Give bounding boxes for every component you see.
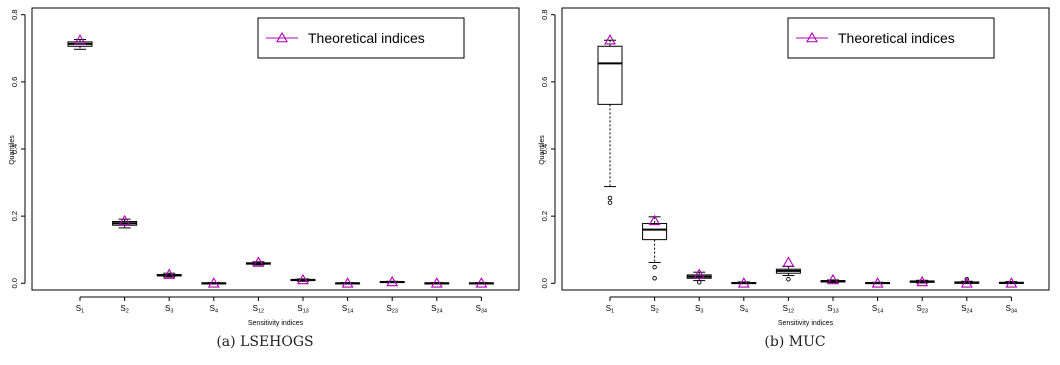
legend-label: Theoretical indices <box>308 30 425 46</box>
theoretical-marker <box>782 256 795 267</box>
box-S14 <box>865 281 891 285</box>
plot-frame <box>31 7 520 291</box>
theoretical-marker <box>163 268 176 279</box>
theoretical-marker <box>207 277 220 288</box>
box-S13 <box>820 279 846 284</box>
box-S4 <box>731 281 757 285</box>
box-S34 <box>468 282 494 285</box>
boxplot-chart-lsehogs: 0.0 0.2 0.4 0.6 0.8 Quantiles S1 S2 S3 S4 S12 S13 S1… <box>9 7 520 327</box>
theoretical-marker <box>827 273 839 285</box>
theoretical-marker <box>916 275 929 287</box>
x-tick-label: S24 <box>961 304 972 315</box>
box-S1 <box>597 39 623 205</box>
x-tick-label: S23 <box>916 304 927 315</box>
theoretical-marker <box>297 273 309 285</box>
box-S4 <box>201 282 227 285</box>
y-tick-label: 0.4 <box>540 144 549 154</box>
theoretical-marker <box>871 277 884 288</box>
box-S34 <box>998 281 1024 285</box>
legend: Theoretical indices <box>787 17 995 59</box>
y-tick-label: 0.2 <box>10 211 19 221</box>
box-S2 <box>642 216 668 281</box>
x-tick-label: S34 <box>1006 304 1017 315</box>
x-tick-label: S12 <box>253 304 264 315</box>
legend-label: Theoretical indices <box>838 30 955 46</box>
y-axis-title: Quantiles <box>9 135 16 165</box>
x-tick-label: S1 <box>76 304 84 315</box>
y-tick-label: 0.4 <box>10 144 19 154</box>
box-S13 <box>290 278 316 282</box>
outlier-point <box>652 276 657 281</box>
x-tick-label: S23 <box>386 304 397 315</box>
x-tick-label: S2 <box>650 304 658 315</box>
outlier-point <box>786 277 791 282</box>
x-tick-label: S4 <box>210 304 218 315</box>
theoretical-marker <box>693 268 706 279</box>
x-tick-label: S3 <box>695 304 703 315</box>
caption-lsehogs: (a) LSEHOGS <box>216 334 314 350</box>
box-S2 <box>112 218 138 229</box>
y-tick-label: 0.0 <box>10 278 19 288</box>
y-tick-label: 0.6 <box>540 77 549 87</box>
theoretical-marker <box>386 275 399 287</box>
y-tick-label: 0.8 <box>10 9 19 19</box>
x-tick-label: S3 <box>165 304 173 315</box>
x-tick-label: S12 <box>783 304 794 315</box>
x-tick-label: S2 <box>120 304 128 315</box>
x-tick-label: S13 <box>827 304 838 315</box>
y-axis-title: Quantiles <box>539 135 546 165</box>
theoretical-marker <box>341 277 354 288</box>
x-tick-label: S14 <box>342 304 353 315</box>
plot-frame <box>561 7 1050 291</box>
box-body <box>642 223 668 241</box>
y-tick-label: 0.2 <box>540 211 549 221</box>
legend-marker <box>806 31 818 43</box>
box-S14 <box>335 282 361 285</box>
y-tick-label: 0.0 <box>540 278 549 288</box>
theoretical-marker <box>74 34 86 45</box>
box-S12 <box>245 261 271 266</box>
box-S24 <box>954 277 980 285</box>
box-S12 <box>775 266 801 282</box>
outlier-point <box>652 264 657 270</box>
y-tick-label: 0.6 <box>10 77 19 87</box>
theoretical-marker <box>960 277 973 288</box>
theoretical-marker <box>1005 277 1018 288</box>
x-axis-title: Sensitivity indices <box>778 320 834 327</box>
chart-panel-lsehogs: 0.0 0.2 0.4 0.6 0.8 Quantiles S1 S2 S3 S4 S12 S13 S1… <box>9 7 520 350</box>
chart-panel-muc: 0.0 0.2 0.4 0.6 0.8 Quantiles S1 S2 S3 S4 S12 S13 S1… <box>530 0 1060 365</box>
box-S23 <box>909 279 935 284</box>
outlier-point <box>607 200 613 205</box>
theoretical-marker <box>737 277 750 288</box>
legend-marker <box>276 31 288 43</box>
x-tick-label: S34 <box>476 304 487 315</box>
theoretical-marker <box>648 214 661 226</box>
theoretical-marker <box>118 214 131 226</box>
x-tick-label: S24 <box>431 304 442 315</box>
theoretical-marker <box>430 277 443 288</box>
box-S23 <box>379 280 405 284</box>
box-body <box>597 45 623 105</box>
boxplot-chart-muc: 0.0 0.2 0.4 0.6 0.8 Quantiles S1 S2 S3 S4 S12 S13 S1… <box>539 7 1050 327</box>
x-tick-label: S13 <box>297 304 308 315</box>
x-tick-label: S1 <box>606 304 614 315</box>
x-axis-title: Sensitivity indices <box>248 320 304 327</box>
theoretical-marker <box>604 34 616 45</box>
y-tick-label: 0.8 <box>540 9 549 19</box>
box-S24 <box>424 282 450 285</box>
outlier-point <box>607 195 613 201</box>
theoretical-marker <box>475 277 488 288</box>
x-tick-label: S4 <box>740 304 748 315</box>
box-S3 <box>156 272 182 278</box>
theoretical-marker <box>252 256 265 267</box>
outlier-point <box>696 280 702 285</box>
x-tick-label: S14 <box>872 304 883 315</box>
caption-muc: (b) MUC <box>764 334 826 350</box>
legend: Theoretical indices <box>257 17 465 59</box>
